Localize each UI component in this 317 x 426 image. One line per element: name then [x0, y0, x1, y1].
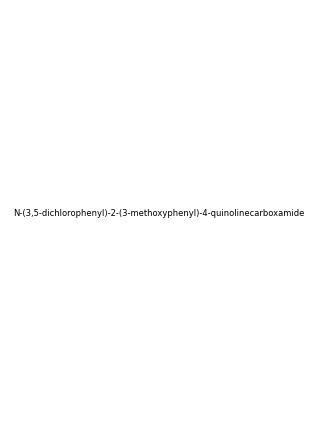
- Text: N-(3,5-dichlorophenyl)-2-(3-methoxyphenyl)-4-quinolinecarboxamide: N-(3,5-dichlorophenyl)-2-(3-methoxypheny…: [13, 208, 304, 218]
